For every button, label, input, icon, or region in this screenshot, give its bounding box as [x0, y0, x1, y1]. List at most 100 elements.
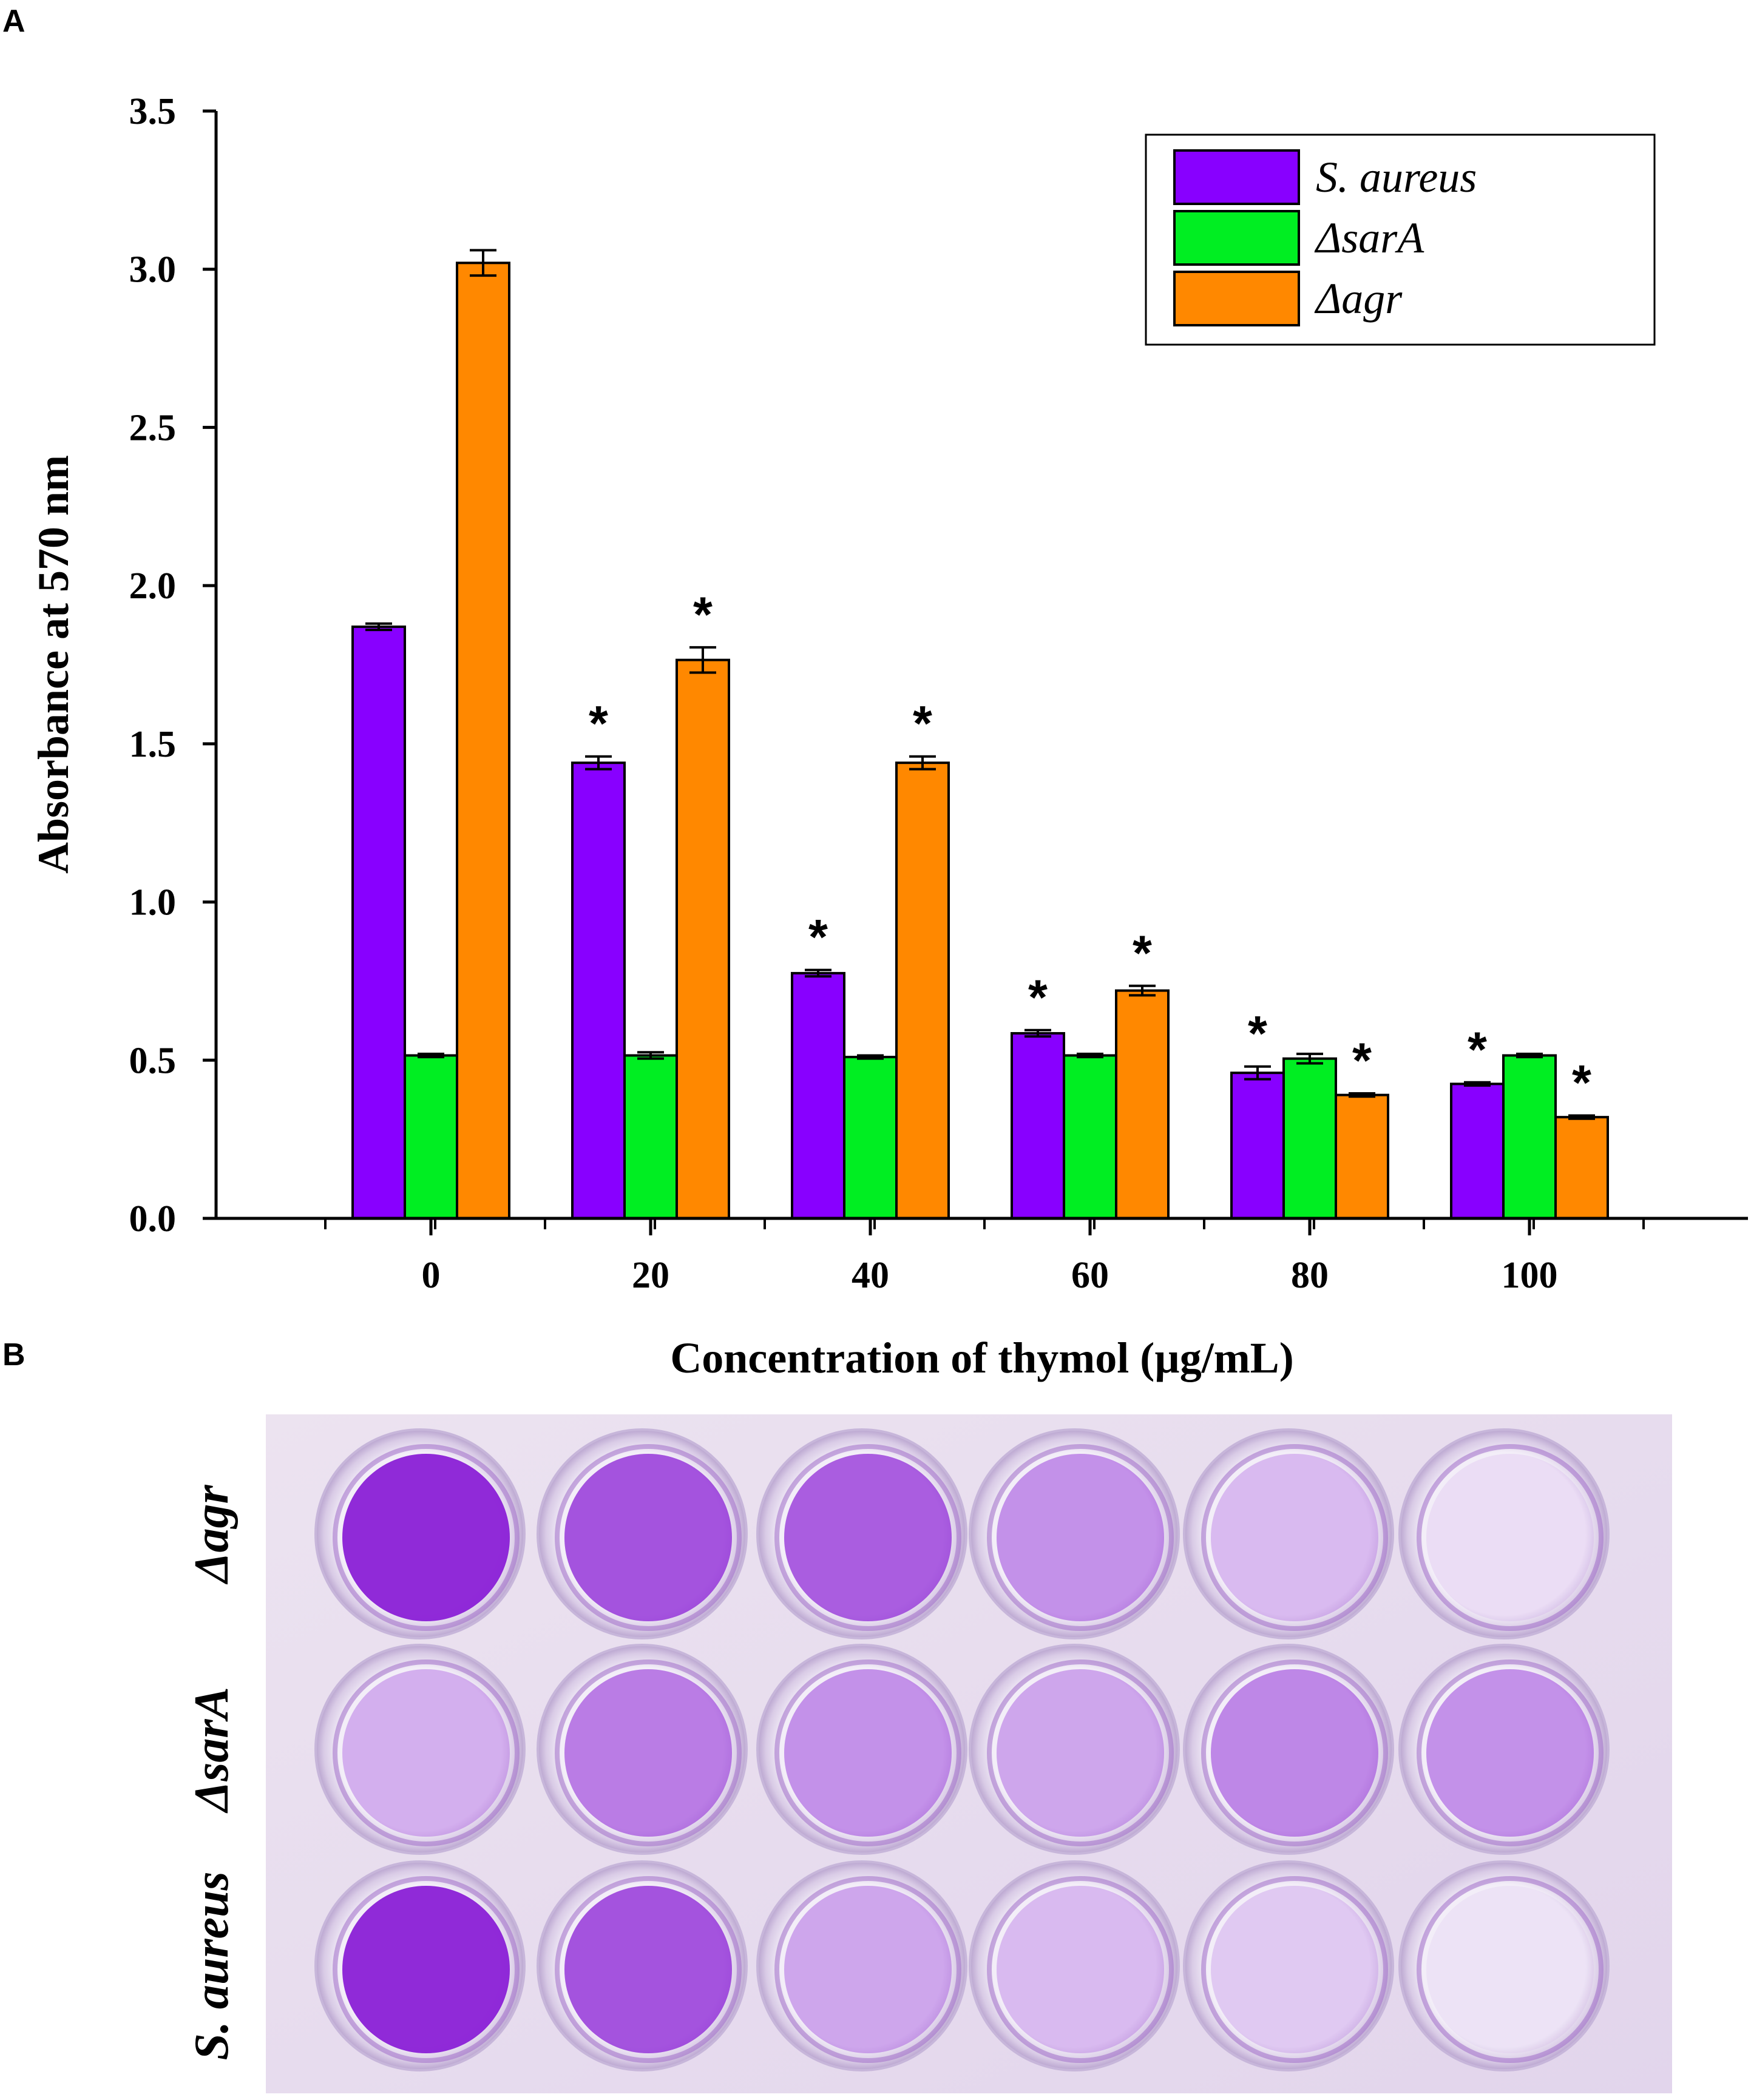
well-stain: [1426, 1454, 1594, 1621]
well-stain: [342, 1669, 510, 1837]
plate-row-label: ΔsarA: [185, 1687, 239, 1814]
significance-marker: *: [913, 697, 932, 752]
bar-sara-0: [404, 1054, 458, 1220]
legend-swatch: [1173, 149, 1300, 205]
bar-agr-0: [456, 262, 510, 1220]
significance-marker: *: [1028, 970, 1048, 1025]
well-wall: [1417, 1876, 1604, 2063]
well-stain: [997, 1886, 1164, 2053]
legend-label: ΔsarA: [1314, 214, 1424, 262]
x-tick-label: 100: [1502, 1255, 1558, 1296]
significance-marker: *: [808, 910, 828, 965]
y-tick-label: 2.5: [129, 407, 177, 448]
plate-well: [969, 1860, 1180, 2071]
bar-agr-20: [676, 658, 730, 1220]
y-axis-title: Absorbance at 570 nm: [29, 455, 78, 874]
plate-photo: Δagr ΔsarA S. aureus: [185, 1414, 1672, 2093]
well-wall: [1201, 1444, 1388, 1631]
plate-well: [1398, 1860, 1610, 2071]
y-tick-label: 3.5: [129, 91, 177, 132]
legend-label: Δagr: [1314, 274, 1403, 323]
bar-chart: 0.00.51.01.52.02.53.03.5 0 20 40 60 80 100 **…: [29, 91, 1748, 1382]
well-wall: [1201, 1876, 1388, 2063]
bar-s-aureus-0: [351, 625, 406, 1220]
well-stain: [1426, 1886, 1594, 2053]
plate-well: [969, 1644, 1180, 1855]
bar-sara-100: [1502, 1054, 1557, 1220]
well-wall: [333, 1876, 520, 2063]
y-tick-label: 2.0: [129, 566, 177, 607]
plate-row-label: S. aureus: [185, 1871, 239, 2060]
well-wall: [555, 1444, 742, 1631]
significance-marker: *: [693, 587, 713, 643]
well-wall: [333, 1444, 520, 1631]
well-stain: [564, 1454, 732, 1621]
well-wall: [1417, 1444, 1604, 1631]
bar-agr-100: [1554, 1116, 1609, 1220]
well-stain: [1211, 1454, 1378, 1621]
plate-well: [756, 1644, 967, 1855]
well-wall: [987, 1659, 1174, 1846]
well-wall: [1417, 1659, 1604, 1846]
well-stain: [1211, 1669, 1378, 1837]
y-tick-label: 0.5: [129, 1040, 177, 1081]
well-wall: [987, 1876, 1174, 2063]
plate-row-label: Δagr: [185, 1484, 239, 1584]
well-stain: [342, 1886, 510, 2053]
y-tick-label: 1.0: [129, 882, 177, 923]
legend-swatch: [1173, 210, 1300, 266]
plate-well: [1398, 1644, 1610, 1855]
legend: S. aureus ΔsarA Δagr: [1145, 133, 1656, 346]
well-wall: [774, 1876, 961, 2063]
x-axis-ticks: 0 20 40 60 80 100: [324, 1218, 1645, 1296]
well-stain: [1211, 1886, 1378, 2053]
y-tick-label: 3.0: [129, 249, 177, 291]
well-wall: [333, 1659, 520, 1846]
plate-well: [314, 1644, 526, 1855]
well-stain: [784, 1669, 952, 1837]
panel-a-label: A: [2, 4, 25, 39]
bar-sara-20: [623, 1054, 678, 1220]
well-stain: [564, 1669, 732, 1837]
plate-well: [1183, 1428, 1394, 1639]
bar-s-aureus-80: [1230, 1072, 1285, 1220]
legend-label: S. aureus: [1316, 153, 1477, 201]
y-axis-ticks: 0.0 0.5 1.0 1.5 2.0 2.5 3.0 3.5: [129, 91, 216, 1240]
well-wall: [1201, 1659, 1388, 1846]
well-stain: [342, 1454, 510, 1621]
bar-agr-40: [895, 761, 950, 1220]
well-wall: [555, 1659, 742, 1846]
bar-s-aureus-20: [571, 761, 626, 1220]
legend-swatch: [1173, 271, 1300, 326]
significance-marker: *: [1248, 1007, 1267, 1062]
x-tick-label: 80: [1291, 1255, 1329, 1296]
well-wall: [555, 1876, 742, 2063]
plate-row-labels: Δagr ΔsarA S. aureus: [185, 1484, 239, 2060]
plate-well: [1183, 1860, 1394, 2071]
panel-b-label: B: [2, 1337, 25, 1372]
well-stain: [997, 1669, 1164, 1837]
well-wall: [774, 1444, 961, 1631]
well-wall: [987, 1444, 1174, 1631]
bar-sara-60: [1063, 1054, 1117, 1220]
x-tick-label: 60: [1071, 1255, 1109, 1296]
significance-marker: *: [1133, 926, 1152, 981]
bar-agr-80: [1335, 1093, 1389, 1220]
significance-marker: *: [1352, 1033, 1372, 1089]
well-stain: [784, 1454, 952, 1621]
bar-s-aureus-60: [1011, 1031, 1065, 1220]
bar-sara-40: [843, 1056, 898, 1220]
plate-well: [1398, 1428, 1610, 1639]
significance-marker: *: [1468, 1022, 1487, 1078]
bar-sara-80: [1282, 1057, 1337, 1220]
plate-well: [756, 1860, 967, 2071]
well-stain: [564, 1886, 732, 2053]
well-stain: [784, 1886, 952, 2053]
well-wall: [774, 1659, 961, 1846]
x-tick-label: 40: [852, 1255, 889, 1296]
bar-s-aureus-100: [1450, 1082, 1505, 1220]
significance-marker: *: [589, 697, 608, 752]
x-tick-label: 0: [422, 1255, 441, 1296]
bar-agr-60: [1115, 989, 1170, 1220]
